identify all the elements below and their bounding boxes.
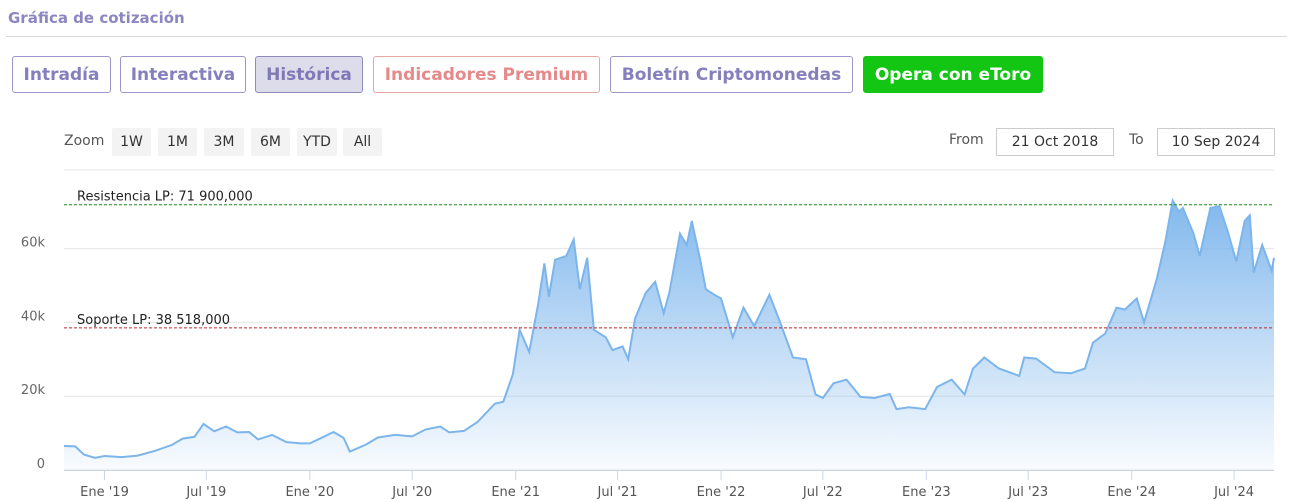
zoom-3m-button[interactable]: 3M [204,128,244,156]
series-area [64,200,1274,470]
tab-boletin-criptomonedas[interactable]: Boletín Criptomonedas [610,56,853,93]
to-date-input[interactable]: 10 Sep 2024 [1157,128,1275,156]
x-tick-label: Jul '23 [1007,485,1048,500]
zoom-ytd-button[interactable]: YTD [297,128,337,156]
x-tick-label: Jul '21 [597,485,638,500]
section-title: Gráfica de cotización [8,9,185,27]
x-tick-label: Jul '20 [391,485,432,500]
zoom-1w-button[interactable]: 1W [112,128,151,156]
to-label: To [1129,132,1144,148]
x-tick-label: Ene '20 [285,485,334,500]
series-layer [63,197,1275,470]
tab-intradia[interactable]: Intradía [12,56,111,93]
gridlines [64,169,1274,471]
reference-lines: Resistencia LP: 71 900,000 Soporte LP: 38… [64,190,1274,329]
x-tick-label: Ene '21 [491,485,540,500]
x-axis: Ene '19 Jul '19 Ene '20 Jul '20 Ene '21 Jul '… [64,470,1274,500]
zoom-label: Zoom [64,133,105,149]
support-label: Soporte LP: 38 518,000 [77,313,230,328]
x-tick-label: Ene '19 [80,485,129,500]
y-tick-label: 60k [21,236,46,251]
zoom-1m-button[interactable]: 1M [158,128,197,156]
zoom-6m-button[interactable]: 6M [251,128,290,156]
x-tick-label: Ene '22 [697,485,746,500]
y-tick-label: 20k [21,383,46,398]
y-axis: 0 20k 40k 60k [21,236,46,472]
x-tick-label: Ene '24 [1107,485,1156,500]
opera-con-etoro-button[interactable]: Opera con eToro [863,56,1043,93]
x-tick-label: Jul '22 [802,485,843,500]
x-tick-label: Jul '24 [1213,485,1254,500]
y-tick-label: 0 [37,457,45,472]
tab-historica[interactable]: Histórica [255,56,363,93]
section-divider [6,36,1287,37]
from-date-input[interactable]: 21 Oct 2018 [996,128,1114,156]
zoom-all-button[interactable]: All [343,128,382,156]
tab-interactiva[interactable]: Interactiva [120,56,246,93]
tab-indicadores-premium[interactable]: Indicadores Premium [373,56,600,93]
y-tick-label: 40k [21,309,46,324]
series-line [63,197,1275,459]
x-tick-label: Ene '23 [902,485,951,500]
resistance-label: Resistencia LP: 71 900,000 [77,190,253,205]
x-tick-label: Jul '19 [185,485,226,500]
from-label: From [949,132,984,148]
